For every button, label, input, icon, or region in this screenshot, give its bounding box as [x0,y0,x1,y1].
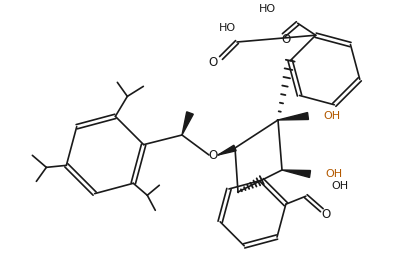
Polygon shape [282,170,310,177]
Text: HO: HO [218,23,235,33]
Text: OH: OH [325,169,342,179]
Polygon shape [218,145,236,155]
Text: O: O [281,33,290,46]
Text: O: O [209,148,218,162]
Text: OH: OH [332,181,349,191]
Text: HO: HO [259,4,276,14]
Polygon shape [182,112,193,135]
Text: O: O [209,55,218,68]
Text: O: O [321,208,331,221]
Polygon shape [278,112,308,120]
Text: OH: OH [323,111,340,121]
